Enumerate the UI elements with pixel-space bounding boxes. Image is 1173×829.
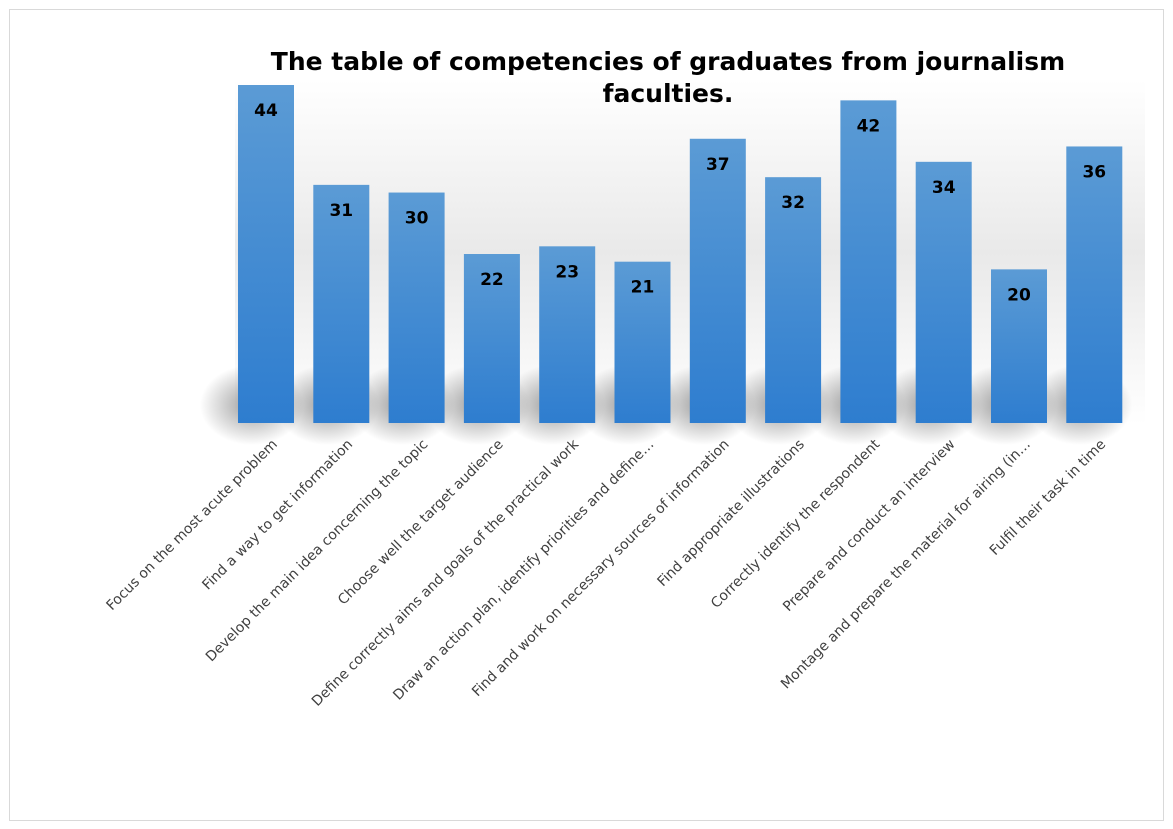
value-label: 32 <box>781 193 805 213</box>
category-label: Prepare and conduct an interview <box>780 437 958 615</box>
bar-montage-and-prepare-the-material-for-air <box>991 269 1047 423</box>
category-label: Find appropriate illustrations <box>655 437 808 590</box>
bar-prepare-and-conduct-an-interview <box>915 161 972 423</box>
chart-frame: 44 31 30 22 23 21 37 32 42 34 20 36 Focus on the mo… <box>9 9 1164 821</box>
bar-find-appropriate-illustrations <box>765 177 822 423</box>
value-labels: 44 31 30 22 23 21 37 32 42 34 20 36 <box>254 101 1106 305</box>
value-label: 23 <box>555 262 579 282</box>
bar-define-correctly-aims-and-goals-of-the-p <box>539 246 596 423</box>
category-label: Find a way to get information <box>199 437 356 594</box>
value-label: 22 <box>480 270 504 290</box>
bar-draw-an-action-plan-identify-priorities- <box>614 261 671 423</box>
value-label: 30 <box>405 209 429 229</box>
value-label: 34 <box>932 178 956 198</box>
value-label: 36 <box>1082 162 1106 182</box>
value-label: 42 <box>857 116 881 136</box>
bar-find-a-way-to-get-information <box>313 184 370 423</box>
category-label: Correctly identify the respondent <box>708 436 884 612</box>
chart-title-line-2: faculties. <box>603 79 734 108</box>
category-label: Choose well the target audience <box>335 437 507 609</box>
category-label: Focus on the most acute problem <box>103 437 280 614</box>
category-label: Define correctly aims and goals of the p… <box>309 436 583 710</box>
category-label: Find and work on necessary sources of in… <box>469 437 732 700</box>
value-label: 21 <box>631 278 655 298</box>
value-label: 37 <box>706 155 730 175</box>
value-label: 44 <box>254 101 278 121</box>
bar-focus-on-the-most-acute-problem <box>238 85 294 423</box>
category-label: Draw an action plan, identify priorities… <box>390 437 657 704</box>
bar-choose-well-the-target-audience <box>463 254 520 423</box>
bar-chart: 44 31 30 22 23 21 37 32 42 34 20 36 Focus on the mo… <box>103 47 1145 710</box>
bar-fulfil-their-task-in-time <box>1066 146 1123 424</box>
value-label: 20 <box>1007 285 1031 305</box>
bar-develop-the-main-idea-concerning-the-top <box>388 192 445 423</box>
bars <box>238 85 1123 424</box>
category-label: Montage and prepare the material for air… <box>778 437 1034 693</box>
chart-title-line-1: The table of competencies of graduates f… <box>271 47 1065 76</box>
bar-find-and-work-on-necessary-sources-of-in <box>689 138 746 424</box>
value-label: 31 <box>329 201 353 221</box>
bar-correctly-identify-the-respondent <box>840 100 897 423</box>
